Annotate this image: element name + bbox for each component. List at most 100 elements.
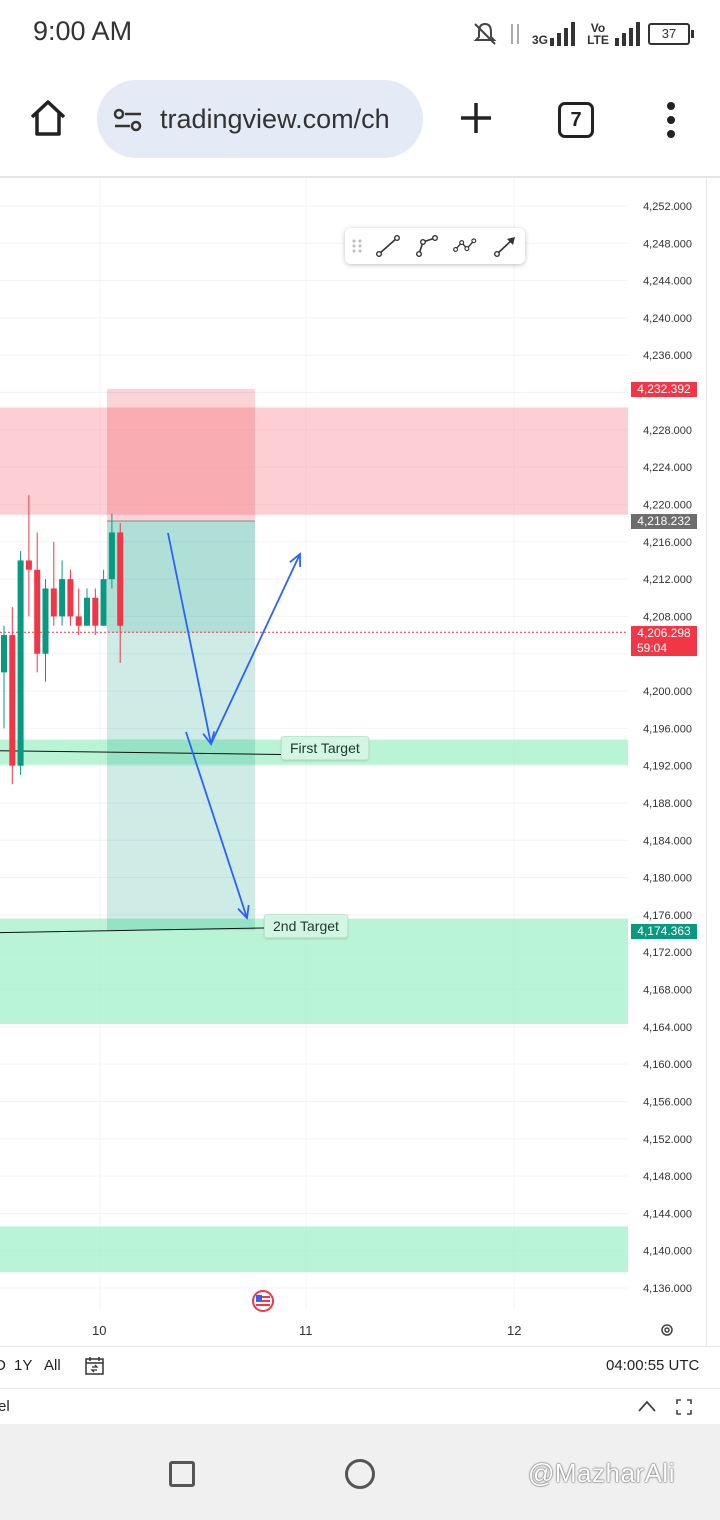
recent-apps-button[interactable] [169, 1461, 195, 1487]
time-label-11: 11 [299, 1323, 313, 1338]
range-all-button[interactable]: All [44, 1357, 61, 1374]
price-axis-label: 4,172.000 [643, 947, 692, 959]
site-settings-icon[interactable] [113, 107, 143, 133]
price-axis-label: 4,164.000 [643, 1022, 692, 1034]
notifications-off-icon [473, 22, 497, 45]
price-axis-label: 4,228.000 [643, 425, 692, 437]
chevron-up-icon[interactable] [637, 1399, 657, 1413]
second-target-line [0, 927, 265, 934]
current-price-tag: 4,206.298 59:04 [631, 626, 697, 656]
target-price-tag: 4,174.363 [631, 924, 697, 939]
status-bar: 9:00 AM 3G Vo LTE 37 [0, 0, 720, 70]
price-axis-label: 4,212.000 [643, 574, 692, 586]
candle-body [84, 597, 90, 626]
signal-icon [550, 22, 575, 46]
status-icons: 3G Vo LTE 37 [472, 18, 694, 50]
arrow-tool-icon[interactable] [493, 234, 519, 258]
second-target-label[interactable]: 2nd Target [264, 914, 348, 938]
candle-body [75, 616, 82, 626]
drawing-toolbar [345, 228, 525, 264]
maximize-panel-icon[interactable] [675, 1398, 693, 1416]
first-target-label[interactable]: First Target [281, 736, 369, 760]
price-axis-label: 4,192.000 [643, 761, 692, 773]
new-tab-icon[interactable] [458, 100, 494, 136]
price-axis-label: 4,180.000 [643, 873, 692, 885]
chart-bottom-toolbar: D 1Y All 04:00:55 UTC [0, 1346, 720, 1387]
range-partial-button[interactable]: D [0, 1357, 6, 1374]
range-1y-button[interactable]: 1Y [14, 1357, 33, 1374]
time-label-10: 10 [92, 1323, 107, 1338]
candle-body [25, 560, 32, 570]
price-chart[interactable]: 4,252.000 4,248.000 4,244.000 4,240.000 4,23… [0, 178, 720, 1346]
chart-area[interactable]: 4,252.000 4,248.000 4,244.000 4,240.000 4,23… [0, 178, 720, 1346]
data-transfer-icon [510, 24, 519, 44]
arrow-down-2-head [237, 904, 250, 920]
url-text[interactable]: tradingview.com/ch [160, 104, 390, 134]
price-axis-label: 4,252.000 [643, 201, 692, 213]
panel-tab-partial[interactable]: el [0, 1398, 10, 1415]
price-axis-label: 4,136.000 [643, 1283, 692, 1295]
go-to-date-icon[interactable] [84, 1355, 106, 1377]
bar-countdown: 59:04 [637, 641, 668, 655]
price-axis-label: 4,208.000 [643, 611, 692, 623]
candle-body [92, 597, 99, 626]
battery-icon: 37 [648, 23, 694, 45]
price-axis-label: 4,148.000 [643, 1171, 692, 1183]
candle-body [59, 579, 66, 617]
price-axis-label: 4,184.000 [643, 835, 692, 847]
polyline-icon[interactable] [453, 234, 479, 258]
candle-body [50, 588, 57, 617]
first-target-line [0, 750, 282, 755]
path-icon[interactable] [415, 234, 441, 258]
utc-clock[interactable]: 04:00:55 UTC [606, 1357, 700, 1374]
drag-handle-icon[interactable] [349, 234, 365, 258]
trend-line-icon[interactable] [375, 234, 401, 258]
watermark: @MazharAli [528, 1458, 675, 1488]
candle-body [9, 635, 16, 766]
tab-switcher-button[interactable]: 7 [558, 102, 594, 138]
signal-icon-2 [615, 22, 640, 46]
candle-body [67, 579, 74, 617]
price-axis-label: 4,240.000 [643, 313, 692, 325]
chart-settings-icon[interactable] [659, 1322, 675, 1338]
home-button[interactable] [345, 1459, 375, 1489]
arrow-down-2 [185, 731, 248, 919]
candle-body [1, 635, 7, 673]
price-axis-label: 4,188.000 [643, 798, 692, 810]
more-icon[interactable] [664, 100, 678, 140]
system-navigation-bar: @MazharAli [0, 1424, 720, 1520]
volte-label: Vo LTE [587, 21, 609, 47]
candle-body [117, 532, 124, 626]
position-target-area [107, 520, 255, 931]
price-axis-label: 4,144.000 [643, 1208, 692, 1220]
price-axis-label: 4,244.000 [643, 276, 692, 288]
status-time: 9:00 AM [33, 16, 133, 46]
position-stop-area [107, 388, 255, 521]
arrow-up [210, 553, 301, 745]
address-bar[interactable]: tradingview.com/ch [97, 80, 423, 158]
lower-demand-zone [0, 1226, 628, 1273]
position-open-pnl [107, 520, 255, 633]
candle-body [42, 588, 49, 654]
entry-price-tag: 4,218.232 [631, 514, 697, 529]
price-axis-label: 4,176.000 [643, 910, 692, 922]
price-axis-label: 4,224.000 [643, 462, 692, 474]
price-axis-label: 4,168.000 [643, 985, 692, 997]
side-panel-edge [706, 178, 720, 1346]
price-axis-label: 4,196.000 [643, 723, 692, 735]
arrow-down-1 [167, 532, 212, 745]
price-axis-label: 4,156.000 [643, 1096, 692, 1108]
stop-price-tag: 4,232.392 [631, 382, 697, 397]
price-axis-label: 4,140.000 [643, 1246, 692, 1258]
price-axis-label: 4,216.000 [643, 537, 692, 549]
network-type-label: 3G [531, 33, 548, 47]
home-icon[interactable] [28, 98, 68, 138]
price-axis-label: 4,200.000 [643, 686, 692, 698]
price-axis-label: 4,236.000 [643, 350, 692, 362]
bottom-panel-bar: el [0, 1388, 720, 1425]
us-flag-event-icon[interactable] [252, 1290, 274, 1312]
current-price-value: 4,206.298 [637, 626, 691, 640]
candle-body [17, 560, 24, 766]
price-axis-label: 4,152.000 [643, 1134, 692, 1146]
browser-toolbar: tradingview.com/ch 7 [0, 70, 720, 178]
